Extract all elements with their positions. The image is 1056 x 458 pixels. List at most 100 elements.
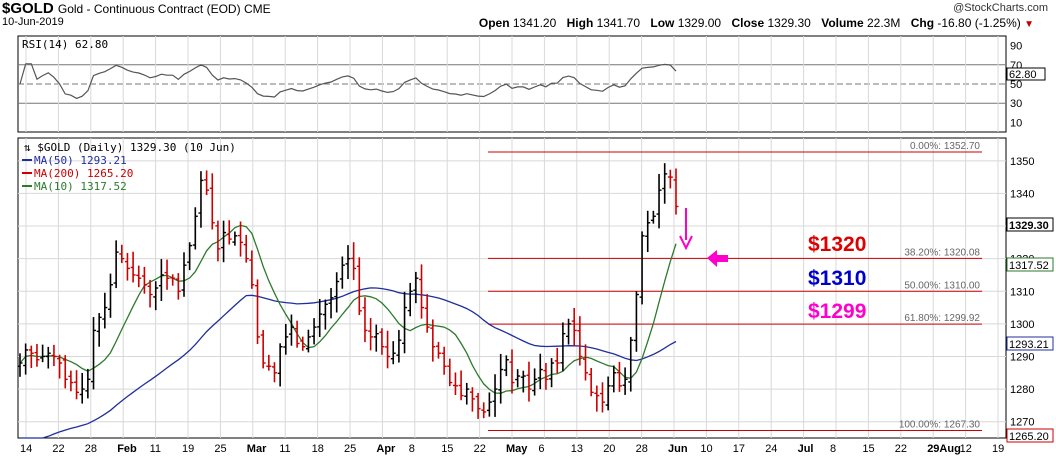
- price-bar: [277, 343, 283, 387]
- symbol-text: $GOLD: [2, 0, 54, 17]
- price-bar: [475, 392, 481, 419]
- price-bar: [221, 220, 227, 263]
- price-bar: [588, 367, 594, 397]
- price-bar: [34, 344, 40, 367]
- price-bar: [486, 392, 492, 417]
- price-bar: [96, 313, 102, 347]
- price-bar: [74, 370, 80, 400]
- price-bar: [311, 318, 317, 345]
- chg-value: -16.80 (-1.25%): [937, 16, 1021, 30]
- price-bar: [17, 353, 23, 377]
- chart-date: 10-Jun-2019: [2, 16, 64, 28]
- price-bar: [628, 336, 634, 392]
- price-tags: 1329.30 1317.52 1293.21 1265.20: [1006, 217, 1054, 443]
- price-bar: [85, 368, 91, 399]
- ohlc-summary: Open 1341.20 High 1341.70 Low 1329.00 Cl…: [479, 16, 1034, 30]
- ma50-price-tag: 1293.21: [1006, 336, 1054, 351]
- price-bar: [113, 240, 119, 289]
- x-tick-label: Feb: [117, 443, 137, 455]
- chart-legend: ⇅ $GOLD (Daily) 1329.30 (10 Jun) MA(50) …: [22, 141, 236, 193]
- price-bar: [255, 279, 261, 345]
- price-bar: [23, 343, 29, 375]
- price-bar: [515, 369, 521, 388]
- svg-text:1329.30: 1329.30: [1009, 220, 1049, 232]
- price-y-axis: 127012801290130013101320133013401350: [1010, 156, 1034, 429]
- price-bar: [102, 292, 108, 329]
- low-label: Low: [650, 16, 675, 30]
- fib-label: 100.00%: 1267.30: [899, 420, 981, 431]
- price-bar: [583, 344, 589, 381]
- price-bar: [667, 169, 673, 189]
- price-bar: [136, 265, 142, 288]
- price-bar: [164, 259, 170, 290]
- price-bar: [622, 367, 628, 395]
- price-bar: [62, 355, 68, 389]
- ma200-price-tag: 1265.20: [1006, 428, 1054, 443]
- volume-value: 22.3M: [867, 16, 901, 30]
- price-bar: [322, 299, 328, 330]
- price-bar: [594, 385, 600, 412]
- stockcharts-brand[interactable]: @StockCharts.com: [953, 2, 1048, 14]
- price-bar: [656, 173, 662, 229]
- price-tick-label: 1340: [1010, 188, 1034, 200]
- low-value: 1329.00: [677, 16, 722, 30]
- price-bar: [373, 324, 379, 352]
- rsi-value-text: 62.80: [1009, 69, 1037, 81]
- price-bar: [481, 402, 487, 419]
- price-bar: [520, 370, 526, 393]
- price-bar: [458, 370, 464, 401]
- price-bar: [107, 273, 113, 318]
- rsi-line: [19, 63, 677, 100]
- rsi-label: RSI(14) 62.80: [22, 38, 108, 51]
- price-bar: [424, 294, 430, 333]
- price-bar: [566, 318, 572, 345]
- rsi-gridlines: [18, 36, 1006, 132]
- price-bar: [639, 231, 645, 305]
- price-tick-label: 1270: [1010, 417, 1034, 429]
- symbol-name: Gold - Continuous Contract (EOD) CME: [57, 2, 271, 16]
- price-tick-label: 1290: [1010, 351, 1034, 363]
- x-tick-label: 8: [409, 443, 415, 455]
- price-bar: [464, 382, 470, 405]
- price-bar: [633, 291, 639, 352]
- price-bar: [198, 171, 204, 228]
- price-bar: [362, 297, 368, 343]
- price-bar: [317, 299, 323, 338]
- price-bar: [158, 259, 164, 302]
- price-bar: [509, 349, 515, 394]
- x-tick-label: 22: [895, 443, 907, 455]
- price-bar: [543, 362, 549, 390]
- legend-ma200: MA(200) 1265.20: [34, 167, 133, 180]
- price-bar: [379, 328, 385, 355]
- price-panel: 127012801290130013101320133013401350 142…: [17, 137, 1054, 455]
- fib-label: 0.00%: 1352.70: [910, 141, 980, 152]
- volume-label: Volume: [821, 16, 864, 30]
- price-bar: [334, 272, 340, 313]
- x-tick-label: 20: [603, 443, 615, 455]
- price-bar: [288, 314, 294, 346]
- price-bar: [452, 372, 458, 396]
- price-tick-label: 1350: [1010, 156, 1034, 168]
- x-tick-label: 29Aug: [927, 443, 961, 455]
- open-label: Open: [478, 16, 510, 30]
- price-bar: [435, 341, 441, 359]
- price-bar: [385, 330, 391, 369]
- high-value: 1341.70: [596, 16, 641, 30]
- price-bar: [45, 346, 51, 369]
- price-bar: [305, 329, 311, 353]
- price-bar: [413, 271, 419, 304]
- price-bar: [345, 245, 351, 280]
- rsi-value-tag: 62.80: [1006, 67, 1046, 81]
- x-tick-label: 19: [182, 443, 194, 455]
- price-bars: [17, 163, 679, 419]
- price-bar: [232, 231, 238, 246]
- close-label: Close: [731, 16, 765, 30]
- x-tick-label: Apr: [376, 443, 396, 455]
- svg-text:1265.20: 1265.20: [1009, 431, 1049, 443]
- price-bar: [40, 344, 46, 363]
- x-tick-label: 12: [960, 443, 972, 455]
- price-bar: [57, 354, 63, 379]
- ma10-line: [19, 224, 677, 394]
